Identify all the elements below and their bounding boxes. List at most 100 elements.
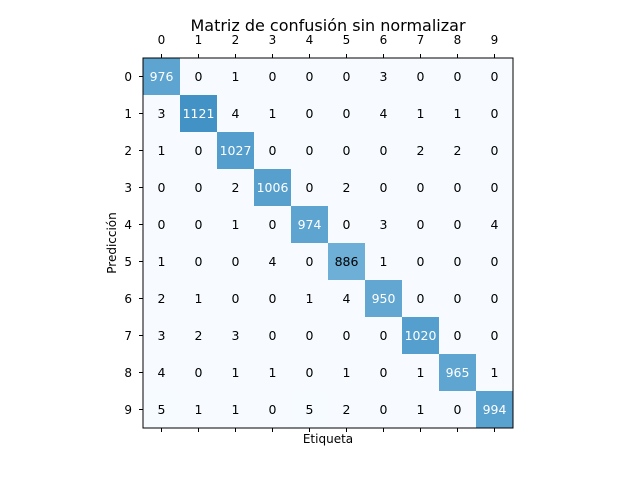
heatmap-cell [143, 280, 181, 318]
heatmap-cell [180, 391, 218, 429]
cell-value-label: 3 [232, 328, 240, 343]
heatmap-cell [365, 354, 403, 392]
y-tick-label: 1 [124, 107, 132, 121]
heatmap-cell [365, 58, 403, 96]
cell-value-label: 0 [306, 328, 314, 343]
heatmap-cell [365, 280, 403, 318]
heatmap-cell [143, 354, 181, 392]
cell-value-label: 0 [343, 69, 351, 84]
heatmap-cell [291, 354, 329, 392]
heatmap-cell [291, 206, 329, 244]
cell-value-label: 0 [380, 143, 388, 158]
heatmap-cell [365, 169, 403, 207]
x-axis-label: Etiqueta [303, 432, 353, 446]
cell-value-label: 0 [195, 143, 203, 158]
cell-value-label: 2 [343, 180, 351, 195]
cell-value-label: 0 [158, 180, 166, 195]
cell-value-label: 886 [335, 254, 359, 269]
cell-value-label: 1 [454, 106, 462, 121]
cell-value-label: 0 [417, 217, 425, 232]
axes-frame [142, 57, 514, 429]
axis-ticks: 0 1 2 3 4 5 6 7 8 9 0 1 2 3 4 5 6 7 8 9 [124, 33, 498, 432]
cell-value-label: 0 [269, 69, 277, 84]
cell-value-label: 0 [232, 254, 240, 269]
cell-value-label: 2 [195, 328, 203, 343]
cell-value-label: 2 [454, 143, 462, 158]
heatmap-cell [402, 169, 440, 207]
cell-value-label: 0 [195, 217, 203, 232]
heatmap-cell [254, 317, 292, 355]
x-tick-label: 0 [158, 33, 166, 47]
cell-value-label: 0 [306, 106, 314, 121]
heatmap-cell [365, 391, 403, 429]
cell-value-label: 3 [158, 106, 166, 121]
heatmap-cell [291, 58, 329, 96]
heatmap-cell [328, 206, 366, 244]
cell-value-label: 5 [306, 402, 314, 417]
heatmap-cell [439, 169, 477, 207]
cell-value-label: 4 [491, 217, 499, 232]
cell-value-label: 0 [195, 365, 203, 380]
heatmap-cell [328, 391, 366, 429]
cell-value-label: 4 [380, 106, 388, 121]
heatmap-cell [143, 169, 181, 207]
cell-value-label: 1020 [405, 328, 437, 343]
cell-value-label: 4 [269, 254, 277, 269]
cell-value-label: 0 [195, 180, 203, 195]
cell-value-label: 2 [343, 402, 351, 417]
heatmap-cell [217, 132, 255, 170]
cell-value-label: 0 [417, 180, 425, 195]
cell-value-label: 1 [158, 143, 166, 158]
cell-value-label: 1 [417, 365, 425, 380]
cell-value-label: 0 [380, 328, 388, 343]
cell-value-label: 0 [306, 180, 314, 195]
heatmap-cell [143, 58, 181, 96]
x-tick-label: 2 [232, 33, 240, 47]
cell-value-label: 2 [417, 143, 425, 158]
y-tick-label: 7 [124, 329, 132, 343]
heatmap-cell [476, 243, 514, 281]
cell-value-label: 3 [158, 328, 166, 343]
cell-value-label: 0 [491, 69, 499, 84]
heatmap-cell [180, 354, 218, 392]
heatmap-cell [143, 132, 181, 170]
cell-value-label: 950 [372, 291, 396, 306]
heatmap-cell [328, 169, 366, 207]
y-tick-label: 2 [124, 144, 132, 158]
cell-value-label: 1 [232, 69, 240, 84]
cell-value-label: 3 [380, 217, 388, 232]
heatmap-cell [143, 243, 181, 281]
heatmap-cell [328, 243, 366, 281]
heatmap-cell [291, 132, 329, 170]
heatmap-cell [439, 243, 477, 281]
cell-value-label: 1121 [183, 106, 215, 121]
heatmap-cell [439, 391, 477, 429]
cell-value-label: 0 [195, 254, 203, 269]
heatmap-cell [217, 58, 255, 96]
heatmap-cell [254, 391, 292, 429]
cell-value-label: 1 [343, 365, 351, 380]
cell-value-label: 0 [269, 328, 277, 343]
heatmap-cell [365, 132, 403, 170]
cell-value-label: 1 [232, 217, 240, 232]
cell-value-label: 0 [454, 69, 462, 84]
cell-value-label: 1 [269, 365, 277, 380]
cell-value-label: 1 [269, 106, 277, 121]
cell-value-label: 0 [491, 180, 499, 195]
heatmap-cell [402, 58, 440, 96]
x-tick-label: 9 [491, 33, 499, 47]
heatmap-cell [217, 354, 255, 392]
y-axis-label: Predicción [105, 212, 119, 274]
heatmap-cell [254, 354, 292, 392]
heatmap-cell [217, 243, 255, 281]
cell-value-label: 4 [232, 106, 240, 121]
heatmap-cell [291, 280, 329, 318]
cell-value-label: 0 [343, 106, 351, 121]
heatmap-cell [217, 95, 255, 133]
cell-value-label: 2 [232, 180, 240, 195]
heatmap-cell [402, 317, 440, 355]
heatmap-cell [254, 132, 292, 170]
heatmap-cell [180, 169, 218, 207]
heatmap-cell [402, 132, 440, 170]
